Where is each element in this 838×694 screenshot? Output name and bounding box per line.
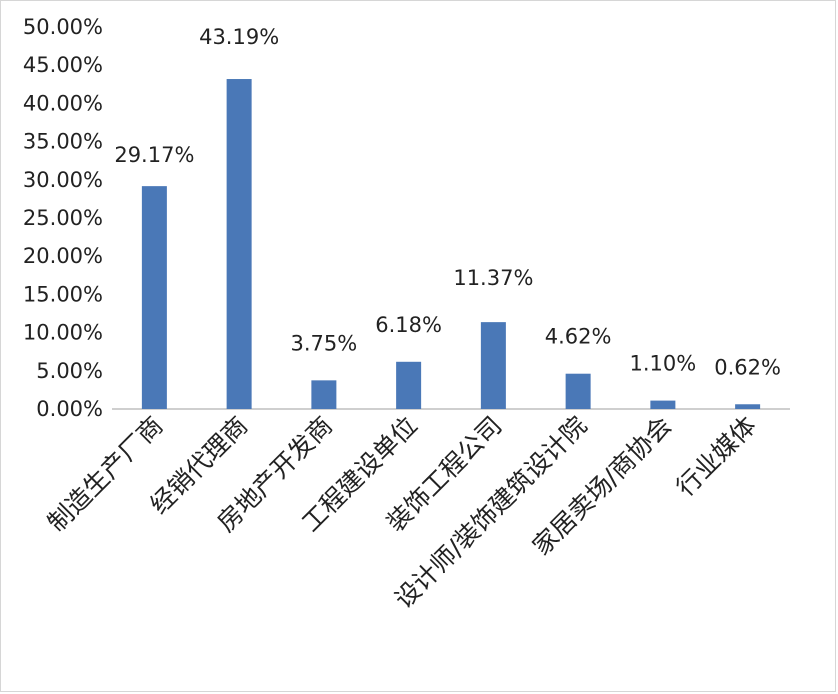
bar xyxy=(396,361,422,409)
x-axis-category-labels: 制造生产厂商经销代理商房地产开发商工程建设单位装饰工程公司设计师/装饰建筑设计院… xyxy=(42,411,762,614)
x-category-label: 行业媒体 xyxy=(671,411,762,502)
y-tick-label: 40.00% xyxy=(23,91,103,115)
y-tick-label: 0.00% xyxy=(36,397,103,421)
y-axis-ticks: 0.00% 5.00% 10.00% 15.00% 20.00% 25.00% 30.00%… xyxy=(23,15,103,421)
data-label: 1.10% xyxy=(630,352,697,376)
data-label: 6.18% xyxy=(375,313,442,337)
bars xyxy=(141,79,761,410)
data-label: 29.17% xyxy=(114,143,194,167)
y-tick-label: 15.00% xyxy=(23,282,103,306)
y-tick-label: 5.00% xyxy=(36,359,103,383)
data-label: 3.75% xyxy=(291,331,358,355)
bar xyxy=(480,322,506,409)
y-tick-label: 25.00% xyxy=(23,206,103,230)
data-label: 0.62% xyxy=(714,355,781,379)
y-tick-label: 10.00% xyxy=(23,321,103,345)
data-label: 11.37% xyxy=(453,266,533,290)
bar xyxy=(311,380,337,409)
bar xyxy=(226,79,252,410)
data-labels: 29.17% 43.19% 3.75% 6.18% 11.37% 4.62% 1.10% 0.… xyxy=(114,25,781,379)
data-label: 4.62% xyxy=(545,325,612,349)
bar xyxy=(141,186,167,409)
y-tick-label: 35.00% xyxy=(23,130,103,154)
y-tick-label: 45.00% xyxy=(23,53,103,77)
y-tick-label: 50.00% xyxy=(23,15,103,39)
data-label: 43.19% xyxy=(199,25,279,49)
y-tick-label: 30.00% xyxy=(23,168,103,192)
x-category-label: 制造生产厂商 xyxy=(42,411,169,538)
bar xyxy=(650,400,676,409)
bar xyxy=(565,373,591,409)
y-tick-label: 20.00% xyxy=(23,244,103,268)
bar xyxy=(735,404,761,409)
